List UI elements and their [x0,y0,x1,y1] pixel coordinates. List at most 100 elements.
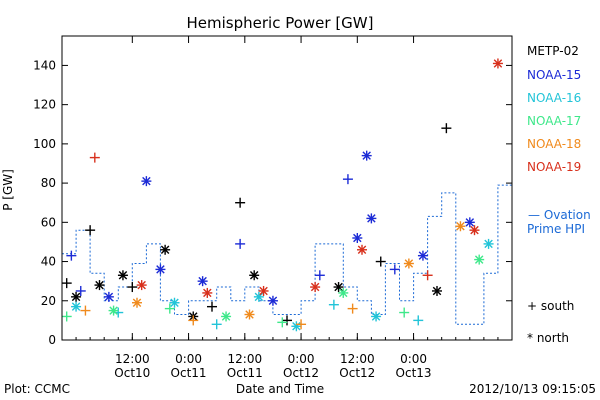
point-noaa-19-north [357,244,367,255]
point-noaa-17-north [108,305,119,316]
point-noaa-15-north [464,217,475,228]
point-metp-02-north [249,270,260,281]
point-metp-02-north [94,280,105,291]
point-noaa-19-north [469,225,480,236]
point-noaa-18-north [244,309,255,320]
point-noaa-17-north [221,311,232,322]
x-tick-label-time: 0:00 [400,352,427,366]
point-noaa-16-north [291,321,302,332]
x-tick-label-time: 12:00 [228,352,263,366]
point-noaa-16-north [253,291,264,302]
point-noaa-19-south [89,152,100,163]
point-noaa-16-south [328,299,339,310]
point-noaa-17-north [338,287,349,298]
point-metp-02-south [235,197,246,208]
point-noaa-15-south [66,250,77,261]
legend-entry-noaa-17: NOAA-17 [527,114,581,128]
point-noaa-15-south [314,270,325,281]
ovation-layer [62,184,512,325]
point-metp-02-south [441,123,452,134]
chart-title: Hemispheric Power [GW] [187,14,374,32]
point-noaa-17-south [277,317,288,328]
x-tick-label-time: 12:00 [115,352,150,366]
point-noaa-15-north [197,276,208,287]
point-noaa-15-north [352,233,363,244]
plot-frame [61,35,513,341]
legend: METP-02 NOAA-15 NOAA-16 NOAA-17 NOAA-18 … [527,44,591,345]
point-metp-02-south [85,225,96,236]
x-tick-label-date: Oct13 [396,366,432,380]
point-metp-02-north [117,270,128,281]
point-noaa-15-south [389,264,400,275]
y-tick-label: 100 [33,137,56,151]
x-axis-label: Date and Time [236,382,324,396]
point-noaa-18-south [80,305,91,316]
y-tick-label: 120 [33,98,56,112]
y-tick-label: 140 [33,58,56,72]
point-noaa-15-north [141,176,152,187]
legend-entry-noaa-15: NOAA-15 [527,68,581,82]
point-metp-02-south [61,278,72,289]
point-noaa-15-north [103,291,114,302]
point-noaa-17-north [474,254,485,265]
point-noaa-15-north [361,150,372,161]
legend-south: + south [527,299,574,313]
point-noaa-18-south [188,315,199,326]
y-tick-label: 0 [48,333,56,347]
point-metp-02-south [282,315,292,326]
y-axis-label: P [GW] [1,169,15,211]
point-noaa-16-south [413,315,424,326]
y-tick-label: 60 [41,215,56,229]
marks-layer [61,58,503,332]
point-noaa-16-north [71,301,82,312]
point-metp-02-north [160,244,171,255]
point-noaa-16-south [211,319,222,330]
y-tick-label: 40 [41,255,56,269]
legend-entry-metp-02: METP-02 [527,44,579,58]
x-tick-label-time: 0:00 [288,352,315,366]
plot-credit: Plot: CCMC [4,382,70,396]
point-noaa-16-north [483,238,494,249]
point-noaa-15-south [235,238,246,249]
legend-ovation-label: — Ovation [528,208,591,222]
point-noaa-19-north [258,285,269,296]
point-metp-02-north [71,291,82,302]
ovation-hpi-line [62,184,512,325]
point-metp-02-north [432,285,442,296]
axes-layer: 02040608010012014012:00Oct100:00Oct1112:… [33,35,513,380]
point-metp-02-south [207,301,217,312]
y-tick-label: 20 [41,294,56,308]
point-noaa-17-south [399,307,410,318]
legend-north: * north [527,331,569,345]
point-metp-02-north [333,282,344,293]
point-noaa-16-north [169,297,180,308]
point-noaa-19-north [202,287,213,298]
point-noaa-18-north [403,258,414,269]
x-tick-label-date: Oct12 [339,366,375,380]
x-tick-label-date: Oct12 [283,366,319,380]
point-noaa-18-north [455,221,466,232]
point-noaa-19-north [310,282,321,293]
point-metp-02-south [127,282,138,293]
point-noaa-17-south [164,303,175,314]
point-noaa-16-north [371,311,382,322]
point-noaa-19-north [492,58,503,69]
point-noaa-15-south [75,285,86,296]
point-noaa-18-south [296,319,307,330]
point-noaa-15-north [366,213,377,224]
legend-ovation-label-2: Prime HPI [527,222,585,236]
point-noaa-19-north [136,280,147,291]
legend-entry-noaa-18: NOAA-18 [527,137,581,151]
point-noaa-18-north [132,297,142,308]
legend-entry-noaa-19: NOAA-19 [527,160,581,174]
x-tick-label-date: Oct11 [227,366,263,380]
x-tick-label-date: Oct11 [171,366,207,380]
point-noaa-15-north [267,295,278,306]
point-noaa-18-south [347,303,358,314]
point-metp-02-south [375,256,386,267]
x-tick-label-date: Oct10 [114,366,150,380]
point-noaa-17-south [61,311,72,322]
point-noaa-15-south [342,174,353,185]
legend-entry-noaa-16: NOAA-16 [527,91,581,105]
